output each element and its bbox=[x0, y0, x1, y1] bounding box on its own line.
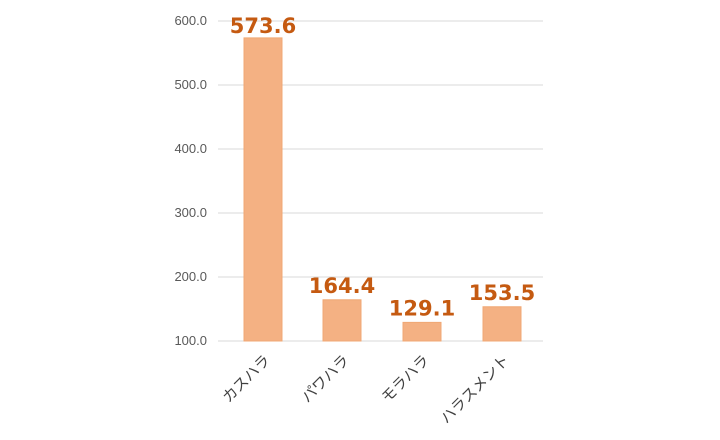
y-tick-label: 500.0 bbox=[174, 77, 207, 92]
category-label: モラハラ bbox=[378, 351, 433, 406]
bar-1 bbox=[322, 299, 362, 342]
bar-2 bbox=[402, 321, 442, 342]
y-tick-label: 400.0 bbox=[174, 141, 207, 156]
y-tick-label: 200.0 bbox=[174, 269, 207, 284]
data-labels: 573.6 164.4 129.1 153.5 bbox=[230, 14, 535, 320]
data-label: 164.4 bbox=[309, 274, 375, 298]
y-tick-label: 300.0 bbox=[174, 205, 207, 220]
y-tick-label: 100.0 bbox=[174, 333, 207, 348]
category-label: パワハラ bbox=[298, 351, 353, 406]
data-label: 573.6 bbox=[230, 14, 296, 38]
category-label: カスハラ bbox=[219, 351, 274, 406]
bars bbox=[243, 37, 522, 342]
data-label: 129.1 bbox=[389, 296, 455, 320]
bar-0 bbox=[243, 37, 283, 342]
data-label: 153.5 bbox=[469, 281, 535, 305]
y-tick-label: 600.0 bbox=[174, 13, 207, 28]
x-axis-categories: カスハラ パワハラ モラハラ ハラスメント bbox=[219, 351, 513, 427]
y-axis-ticks: 100.0 200.0 300.0 400.0 500.0 600.0 bbox=[174, 13, 207, 348]
category-label: ハラスメント bbox=[437, 351, 513, 427]
bar-3 bbox=[482, 306, 522, 342]
